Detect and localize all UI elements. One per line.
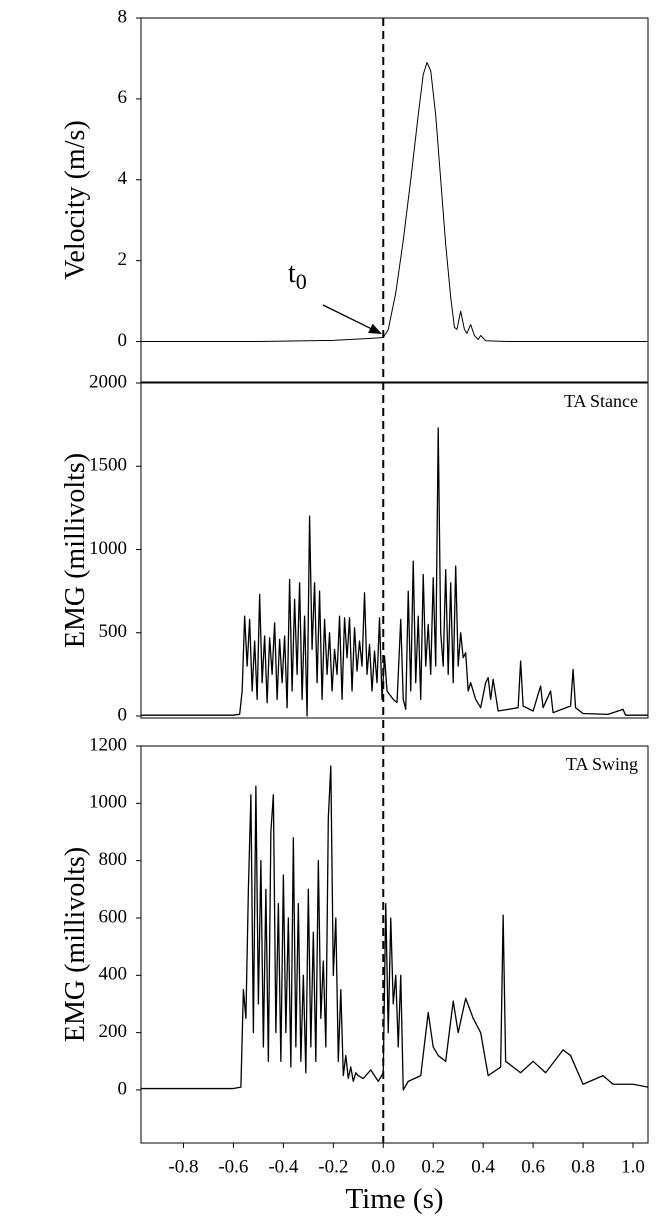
data-line [141, 61, 648, 343]
annotation: t0 [288, 258, 307, 294]
y-tick-label: 4 [118, 168, 128, 189]
data-line [141, 765, 649, 1091]
y-tick-label: 0 [118, 1078, 128, 1099]
y-tick-label: 200 [99, 1021, 128, 1042]
y-tick-label: 1000 [89, 538, 127, 559]
x-tick-label: 0.0 [371, 1156, 395, 1177]
x-tick-label: -0.8 [168, 1156, 198, 1177]
y-tick-label: 600 [99, 906, 128, 927]
y-tick-label: 0 [118, 330, 128, 351]
panel-label: TA Swing [566, 754, 638, 774]
panel-label: TA Stance [564, 391, 638, 411]
y-tick-label: 1000 [89, 792, 127, 813]
x-tick-label: 0.6 [521, 1156, 545, 1177]
y-tick-label: 500 [99, 621, 128, 642]
x-tick-label: 0.2 [421, 1156, 445, 1177]
annotation-text: t [288, 258, 296, 289]
y-tick-label: 6 [118, 87, 128, 108]
x-tick-label: -0.4 [268, 1156, 299, 1177]
y-tick-label: 800 [99, 849, 128, 870]
y-axis-label: EMG (millivolts) [60, 847, 91, 1042]
y-tick-label: 1200 [89, 734, 127, 755]
y-tick-label: 0 [118, 704, 128, 725]
x-tick-label: 0.8 [571, 1156, 595, 1177]
x-tick-label: -0.6 [218, 1156, 248, 1177]
y-tick-label: 2 [118, 249, 128, 270]
x-tick-label: 1.0 [621, 1156, 645, 1177]
y-axis-label: Velocity (m/s) [60, 120, 91, 279]
plot-frame [140, 382, 649, 719]
y-tick-label: 8 [118, 6, 128, 27]
plot-frame [140, 745, 649, 1144]
x-axis-label: Time (s) [345, 1183, 443, 1215]
y-tick-label: 400 [99, 964, 128, 985]
y-tick-label: 2000 [89, 371, 127, 392]
annotation-subscript: 0 [296, 269, 307, 294]
y-axis-label: EMG (millivolts) [60, 453, 91, 648]
x-tick-label: 0.4 [471, 1156, 495, 1177]
annotation-arrow [322, 304, 382, 335]
y-tick-label: 1500 [89, 455, 127, 476]
data-line [141, 427, 648, 717]
plot-frame [140, 17, 649, 383]
x-tick-label: -0.2 [318, 1156, 348, 1177]
